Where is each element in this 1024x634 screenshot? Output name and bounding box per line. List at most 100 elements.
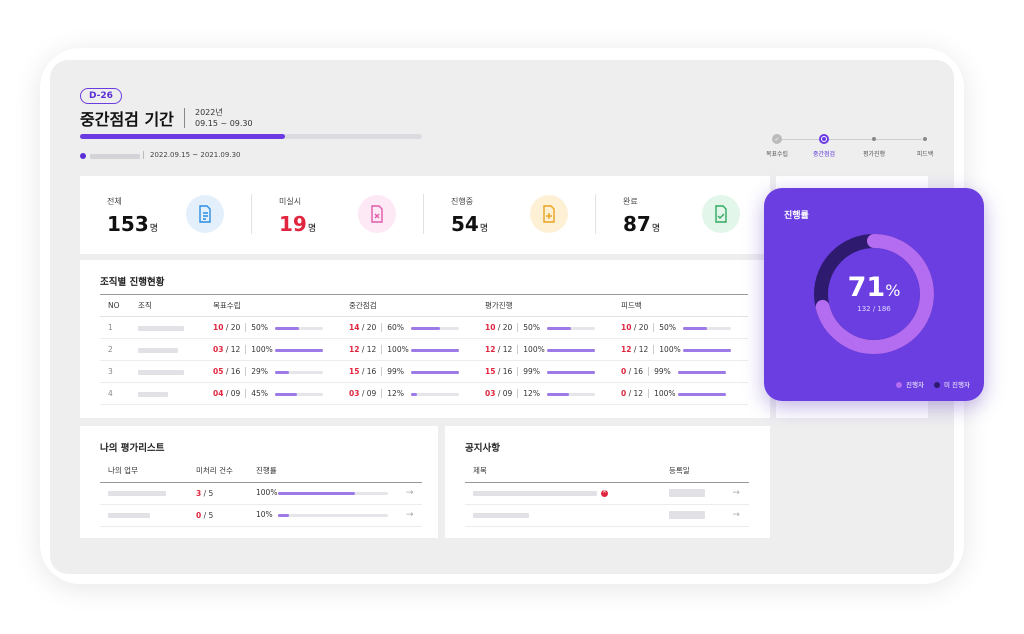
title-divider bbox=[184, 108, 185, 128]
progress-cell: 100% → bbox=[248, 482, 422, 505]
notice-date-placeholder: → bbox=[661, 482, 749, 505]
total-count: / 20 bbox=[495, 323, 513, 332]
progress-bar-fill bbox=[547, 326, 572, 330]
donut-progress-arc bbox=[814, 234, 934, 354]
arrow-right-icon[interactable]: → bbox=[406, 488, 414, 498]
stat-label: 진행중 bbox=[451, 197, 474, 206]
column-header: 나의 업무 bbox=[100, 460, 188, 483]
progress-bar bbox=[547, 348, 596, 352]
table-row[interactable]: 0 / 5 10% → bbox=[100, 504, 422, 527]
org-name-placeholder bbox=[130, 316, 205, 339]
percent-label: 100% bbox=[381, 345, 411, 354]
arrow-right-icon[interactable]: → bbox=[406, 510, 414, 520]
page-title: 중간점검 기간 bbox=[80, 110, 174, 129]
section-title: 공지사항 bbox=[465, 443, 500, 454]
progress-bar-fill bbox=[275, 348, 324, 352]
progress-cell: 15 / 16 99% bbox=[341, 360, 477, 383]
arrow-right-icon[interactable]: → bbox=[732, 510, 740, 520]
percent-label: 10% bbox=[256, 510, 273, 519]
percent-label: 100% bbox=[256, 488, 278, 497]
org-progress-card: 조직별 진행현황 NO 조직 목표수립 중간점검 평가진행 피드백 1 10 / … bbox=[80, 260, 770, 418]
phase-stepper: ✓ 목표수립 중간점검 평가진행 피드백 bbox=[755, 132, 945, 162]
percent-label: 50% bbox=[245, 323, 275, 332]
progress-bar-fill bbox=[678, 392, 727, 396]
period-dates: 09.15 ~ 09.30 bbox=[195, 119, 253, 128]
stat-divider bbox=[251, 194, 252, 234]
donut-legend: 진행자 미 진행자 bbox=[896, 379, 970, 389]
table-row[interactable]: 3 / 5 100% → bbox=[100, 482, 422, 505]
step-label: 목표수립 bbox=[765, 151, 789, 158]
percent-label: 100% bbox=[653, 345, 683, 354]
done-count: 04 bbox=[213, 389, 224, 398]
progress-cell: 04 / 09 45% bbox=[205, 382, 341, 405]
done-count: 05 bbox=[213, 367, 224, 376]
column-header: 피드백 bbox=[613, 294, 748, 317]
progress-bar-fill bbox=[411, 326, 441, 330]
step-label: 중간점검 bbox=[812, 151, 836, 158]
done-count: 15 bbox=[349, 367, 360, 376]
step-feedback[interactable]: 피드백 bbox=[902, 132, 948, 158]
progress-bar bbox=[678, 370, 727, 374]
progress-bar-fill bbox=[275, 326, 300, 330]
arrow-right-icon[interactable]: → bbox=[732, 488, 740, 498]
progress-bar bbox=[411, 370, 460, 374]
org-progress-table: NO 조직 목표수립 중간점검 평가진행 피드백 1 10 / 20 50% 14 /… bbox=[100, 294, 748, 405]
column-header: 등록일 bbox=[661, 460, 749, 483]
progress-cell: 15 / 16 99% bbox=[477, 360, 613, 383]
stat-complete[interactable]: 완료 87명 bbox=[596, 176, 768, 254]
progress-cell: 03 / 12 100% bbox=[205, 338, 341, 361]
status-dot bbox=[80, 153, 86, 159]
progress-cell: 14 / 20 60% bbox=[341, 316, 477, 339]
document-icon bbox=[186, 195, 224, 233]
percent-label: 29% bbox=[245, 367, 275, 376]
column-header: 평가진행 bbox=[477, 294, 613, 317]
card-title: 진행률 bbox=[784, 211, 809, 221]
stat-value: 87명 bbox=[623, 212, 661, 236]
step-evaluation[interactable]: 평가진행 bbox=[851, 132, 897, 158]
table-row[interactable]: 2 03 / 12 100% 12 / 12 100% 12 / 12 100% 12 / 1… bbox=[100, 338, 748, 361]
pending-count: 3 / 5 bbox=[188, 482, 248, 505]
stat-not-started[interactable]: 미실시 19명 bbox=[252, 176, 424, 254]
table-row[interactable]: 4 04 / 09 45% 03 / 09 12% 03 / 09 12% 0 / 12 100… bbox=[100, 382, 748, 405]
table-row[interactable]: 1 10 / 20 50% 14 / 20 60% 10 / 20 50% 10 / 20 50… bbox=[100, 316, 748, 339]
period-info: 2022년 09.15 ~ 09.30 bbox=[195, 107, 253, 129]
file-check-icon bbox=[702, 195, 740, 233]
total-count: / 20 bbox=[631, 323, 649, 332]
total-count: / 09 bbox=[495, 389, 513, 398]
total-count: / 09 bbox=[223, 389, 241, 398]
progress-bar bbox=[275, 348, 324, 352]
period-progress-fill bbox=[80, 134, 286, 139]
done-count: 14 bbox=[349, 323, 360, 332]
table-row[interactable]: → bbox=[465, 482, 749, 505]
done-count: 10 bbox=[213, 323, 224, 332]
progress-bar-fill bbox=[278, 491, 355, 495]
column-header: 미처리 건수 bbox=[188, 460, 248, 483]
progress-bar-fill bbox=[411, 348, 460, 352]
progress-cell: 12 / 12 100% bbox=[341, 338, 477, 361]
progress-bar-fill bbox=[678, 370, 726, 374]
progress-bar bbox=[275, 326, 324, 330]
stat-total[interactable]: 전체 153명 bbox=[80, 176, 252, 254]
total-count: / 20 bbox=[223, 323, 241, 332]
percent-label: 50% bbox=[517, 323, 547, 332]
done-count: 03 bbox=[349, 389, 360, 398]
progress-cell: 12 / 12 100% bbox=[613, 338, 748, 361]
progress-bar bbox=[278, 491, 388, 495]
progress-cell: 05 / 16 29% bbox=[205, 360, 341, 383]
stat-divider bbox=[595, 194, 596, 234]
step-midcheck[interactable]: 중간점검 bbox=[801, 132, 847, 158]
placeholder-label bbox=[90, 154, 140, 159]
step-goal[interactable]: ✓ 목표수립 bbox=[754, 132, 800, 158]
done-count: 03 bbox=[213, 345, 224, 354]
column-header: 중간점검 bbox=[341, 294, 477, 317]
stat-in-progress[interactable]: 진행중 54명 bbox=[424, 176, 596, 254]
table-row[interactable]: 3 05 / 16 29% 15 / 16 99% 15 / 16 99% 0 / 16 99% bbox=[100, 360, 748, 383]
task-placeholder bbox=[100, 504, 188, 527]
progress-bar-fill bbox=[411, 370, 459, 374]
percent-label: 99% bbox=[517, 367, 547, 376]
table-row[interactable]: → bbox=[465, 504, 749, 527]
column-header: 조직 bbox=[130, 294, 205, 317]
done-count: 03 bbox=[485, 389, 496, 398]
progress-bar-fill bbox=[547, 348, 596, 352]
progress-cell: 10 / 20 50% bbox=[613, 316, 748, 339]
